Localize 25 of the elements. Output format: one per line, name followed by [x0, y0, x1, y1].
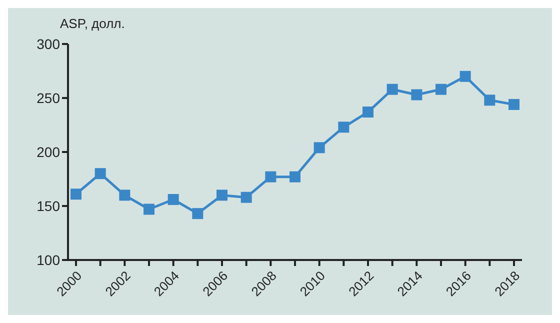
point	[216, 190, 228, 201]
y-tick-label: 250	[36, 90, 60, 106]
point	[436, 84, 446, 95]
y-tick-label: 300	[36, 36, 60, 52]
point	[314, 142, 325, 154]
point	[94, 168, 106, 180]
point	[411, 89, 422, 100]
point	[290, 171, 300, 182]
y-tick-label: 100	[36, 252, 60, 268]
y-tick-label: 150	[36, 198, 60, 214]
point	[70, 188, 82, 200]
point	[144, 204, 154, 215]
point	[119, 190, 130, 201]
point	[386, 84, 398, 95]
y-tick-label: 200	[36, 144, 60, 160]
point	[240, 192, 252, 203]
point	[362, 106, 374, 118]
point	[508, 98, 520, 110]
point	[265, 171, 276, 182]
point	[168, 194, 179, 206]
y-axis-title: ASP, долл.	[60, 16, 125, 31]
point	[484, 94, 496, 106]
point	[460, 70, 471, 82]
point	[192, 208, 204, 220]
point	[338, 122, 350, 133]
